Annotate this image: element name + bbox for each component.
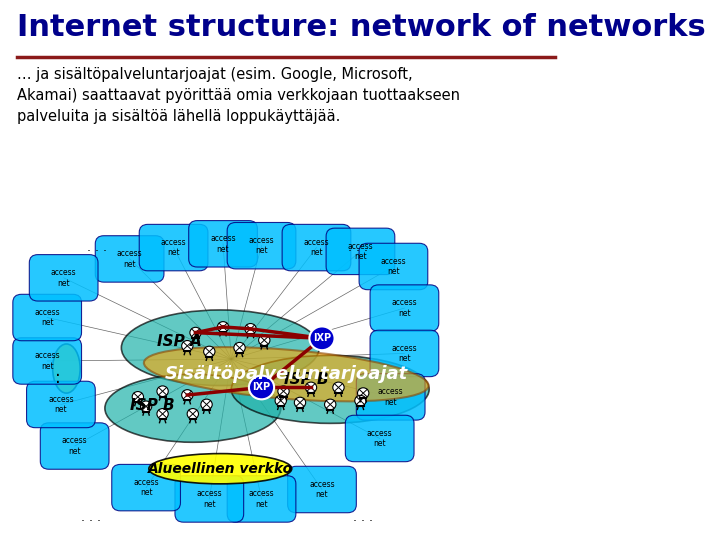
Text: access
net: access net [378, 387, 403, 407]
Text: Sisältöpalveluntarjoajat: Sisältöpalveluntarjoajat [165, 365, 408, 383]
Circle shape [157, 386, 168, 396]
Circle shape [187, 409, 199, 419]
Text: access
net: access net [48, 395, 73, 414]
FancyBboxPatch shape [228, 222, 296, 269]
FancyBboxPatch shape [326, 228, 395, 275]
Text: ISP B: ISP B [284, 372, 328, 387]
FancyBboxPatch shape [13, 294, 81, 341]
Circle shape [355, 395, 366, 406]
FancyBboxPatch shape [189, 221, 258, 267]
Circle shape [132, 392, 143, 402]
Text: ISP A: ISP A [157, 334, 202, 349]
Text: access
net: access net [304, 238, 329, 257]
Text: access
net: access net [381, 257, 406, 276]
Text: … ja sisältöpalveluntarjoajat (esim. Google, Microsoft,: … ja sisältöpalveluntarjoajat (esim. Goo… [17, 68, 413, 83]
Text: access
net: access net [197, 489, 222, 509]
Ellipse shape [231, 355, 429, 423]
Text: access
net: access net [248, 489, 274, 509]
Text: access
net: access net [62, 436, 87, 456]
Circle shape [325, 399, 336, 410]
Text: access
net: access net [348, 242, 373, 261]
FancyBboxPatch shape [112, 464, 181, 511]
FancyBboxPatch shape [287, 466, 356, 513]
Text: access
net: access net [248, 236, 274, 255]
Text: IXP: IXP [313, 333, 331, 343]
Circle shape [258, 335, 270, 346]
Text: . . .: . . . [354, 511, 373, 524]
Circle shape [201, 399, 212, 410]
Ellipse shape [105, 374, 281, 442]
Text: access
net: access net [392, 299, 417, 318]
FancyBboxPatch shape [356, 374, 425, 420]
Text: access
net: access net [392, 344, 417, 363]
FancyBboxPatch shape [40, 423, 109, 469]
FancyBboxPatch shape [370, 330, 438, 377]
Circle shape [157, 409, 168, 419]
Circle shape [140, 401, 152, 411]
Circle shape [245, 323, 256, 334]
Text: Akamai) saattaavat pyörittää omia verkkojaan tuottaakseen: Akamai) saattaavat pyörittää omia verkko… [17, 88, 460, 103]
FancyBboxPatch shape [359, 243, 428, 289]
Circle shape [305, 382, 317, 393]
Circle shape [217, 322, 229, 332]
Text: access
net: access net [309, 480, 335, 499]
Circle shape [181, 390, 193, 400]
Circle shape [181, 341, 193, 351]
FancyBboxPatch shape [13, 338, 81, 384]
Text: . . .: . . . [348, 241, 368, 254]
Circle shape [234, 342, 246, 353]
Circle shape [358, 388, 369, 399]
Text: palveluita ja sisältöä lähellä loppukäyttäjää.: palveluita ja sisältöä lähellä loppukäyt… [17, 109, 341, 124]
Text: access
net: access net [51, 268, 76, 287]
Circle shape [294, 397, 306, 408]
Circle shape [190, 327, 201, 338]
Text: access
net: access net [210, 234, 236, 253]
Ellipse shape [122, 310, 319, 386]
FancyBboxPatch shape [370, 285, 438, 332]
FancyBboxPatch shape [27, 381, 95, 428]
Text: access
net: access net [161, 238, 186, 257]
FancyBboxPatch shape [282, 225, 351, 271]
Circle shape [275, 395, 287, 406]
Text: IXP: IXP [253, 382, 271, 393]
FancyBboxPatch shape [30, 255, 98, 301]
FancyBboxPatch shape [139, 225, 208, 271]
Text: Internet structure: network of networks: Internet structure: network of networks [17, 14, 706, 43]
Text: ISP B: ISP B [130, 398, 174, 413]
FancyBboxPatch shape [95, 235, 164, 282]
Text: . . .: . . . [86, 241, 107, 254]
Circle shape [333, 382, 344, 393]
Ellipse shape [149, 454, 292, 484]
FancyBboxPatch shape [175, 476, 243, 522]
Circle shape [278, 386, 289, 396]
Text: . . .: . . . [81, 511, 101, 524]
Text: :: : [55, 369, 61, 387]
FancyBboxPatch shape [228, 476, 296, 522]
Text: access
net: access net [133, 478, 159, 497]
Circle shape [310, 326, 335, 350]
Circle shape [204, 346, 215, 357]
Circle shape [249, 376, 274, 400]
FancyBboxPatch shape [346, 415, 414, 462]
Text: access
net: access net [35, 352, 60, 370]
Ellipse shape [144, 347, 428, 401]
Text: access
net: access net [367, 429, 392, 448]
Text: access
net: access net [117, 249, 143, 268]
Text: Alueellinen verkko: Alueellinen verkko [148, 462, 293, 476]
Ellipse shape [53, 344, 80, 393]
Text: access
net: access net [35, 308, 60, 327]
